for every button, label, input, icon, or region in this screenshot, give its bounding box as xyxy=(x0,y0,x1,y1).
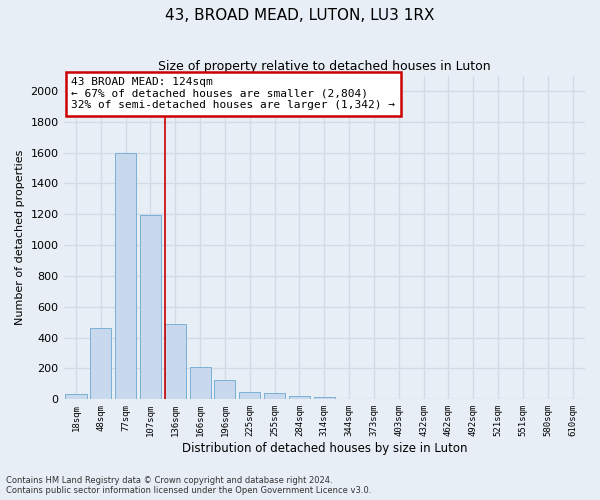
Title: Size of property relative to detached houses in Luton: Size of property relative to detached ho… xyxy=(158,60,491,73)
Bar xyxy=(165,324,186,400)
Y-axis label: Number of detached properties: Number of detached properties xyxy=(15,150,25,325)
Bar xyxy=(65,394,86,400)
Bar xyxy=(115,152,136,400)
X-axis label: Distribution of detached houses by size in Luton: Distribution of detached houses by size … xyxy=(182,442,467,455)
Bar xyxy=(289,396,310,400)
Text: 43, BROAD MEAD, LUTON, LU3 1RX: 43, BROAD MEAD, LUTON, LU3 1RX xyxy=(165,8,435,22)
Bar xyxy=(264,394,285,400)
Bar xyxy=(239,392,260,400)
Bar xyxy=(190,367,211,400)
Bar xyxy=(90,328,112,400)
Text: Contains HM Land Registry data © Crown copyright and database right 2024.
Contai: Contains HM Land Registry data © Crown c… xyxy=(6,476,371,495)
Text: 43 BROAD MEAD: 124sqm
← 67% of detached houses are smaller (2,804)
32% of semi-d: 43 BROAD MEAD: 124sqm ← 67% of detached … xyxy=(71,77,395,110)
Bar xyxy=(314,397,335,400)
Bar xyxy=(140,215,161,400)
Bar xyxy=(214,380,235,400)
